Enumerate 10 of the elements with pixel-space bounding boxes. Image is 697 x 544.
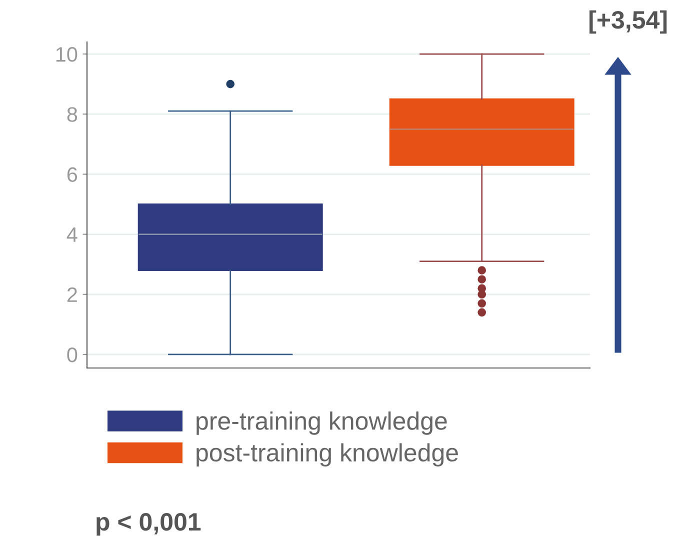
text: p < 0,001: [96, 513, 201, 536]
legend-label: pre-training knowledge: [196, 412, 447, 435]
y-tick-label: 6: [67, 167, 78, 182]
y-tick-label: 4: [66, 228, 78, 242]
y-tick-label: 10: [56, 47, 78, 62]
text: [+3,54]: [590, 10, 667, 34]
y-tick-label: 8: [67, 107, 78, 122]
legend-label: post-training knowledge: [196, 443, 458, 466]
y-tick-label: 2: [67, 287, 77, 302]
y-tick-label: 0: [67, 347, 78, 362]
